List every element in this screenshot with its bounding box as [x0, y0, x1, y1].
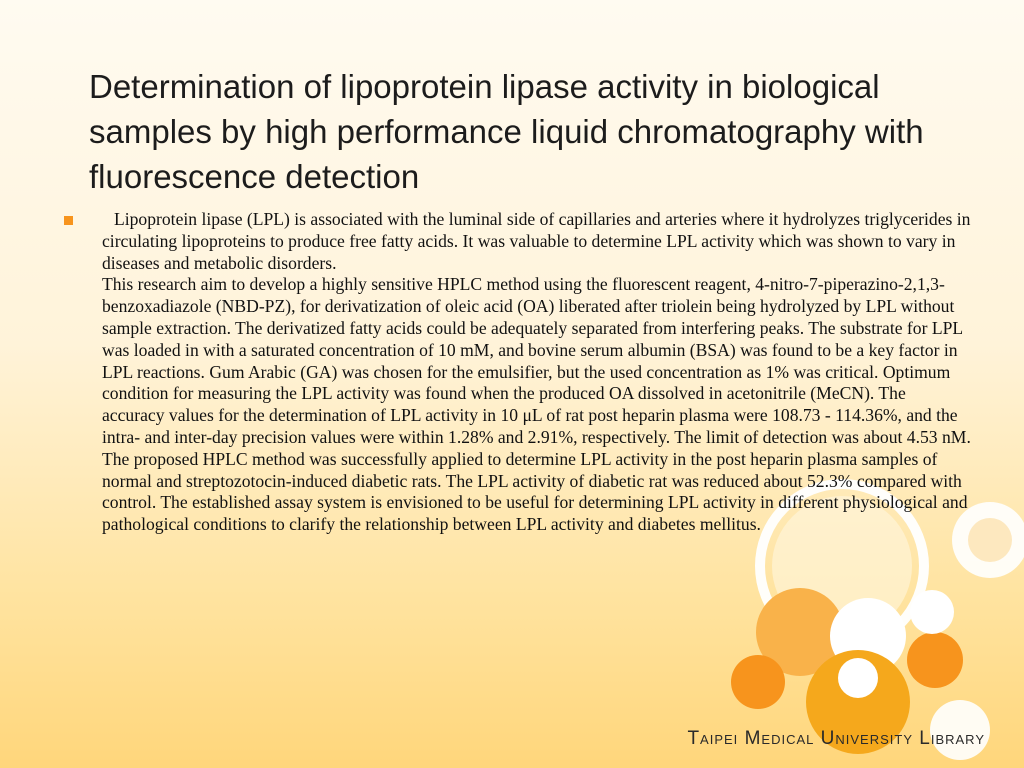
decor-circle-orange-left [731, 655, 785, 709]
decor-circle-orange-right [907, 632, 963, 688]
footer-library-name: Taipei Medical University Library [687, 728, 985, 749]
paragraph-application: The proposed HPLC method was successfull… [102, 448, 968, 535]
decor-circle-white-right [910, 590, 954, 634]
paragraph-method: This research aim to develop a highly se… [102, 274, 971, 447]
slide-body: Lipoprotein lipase (LPL) is associated w… [102, 209, 972, 536]
decor-circle-white-small [830, 598, 906, 674]
paragraph-intro: Lipoprotein lipase (LPL) is associated w… [102, 209, 971, 273]
square-bullet-icon [64, 216, 73, 225]
decor-circle-light-orange [756, 588, 844, 676]
slide-title: Determination of lipoprotein lipase acti… [89, 68, 924, 195]
decor-circle-gold-inner [838, 658, 878, 698]
decor-circle-top-inner [968, 518, 1012, 562]
